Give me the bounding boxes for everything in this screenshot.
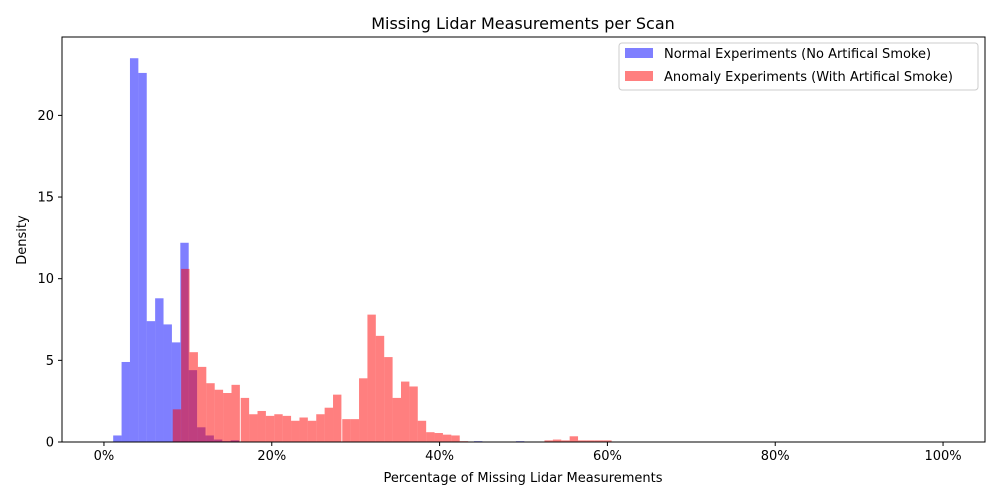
plot-frame bbox=[61, 36, 986, 443]
anomaly-bar bbox=[544, 440, 553, 442]
anomaly-bar bbox=[231, 384, 240, 442]
normal-bar bbox=[155, 298, 164, 442]
normal-bar bbox=[138, 72, 147, 442]
anomaly-bar bbox=[451, 435, 460, 442]
anomaly-bar bbox=[299, 417, 308, 442]
x-tick-label: 0% bbox=[94, 449, 115, 464]
x-tick-label: 100% bbox=[924, 449, 961, 464]
anomaly-bar bbox=[384, 357, 393, 442]
anomaly-bar bbox=[594, 440, 604, 442]
anomaly-bar bbox=[350, 419, 360, 442]
anomaly-bar bbox=[586, 440, 595, 442]
anomaly-bar bbox=[274, 414, 283, 442]
legend-swatch-normal bbox=[625, 48, 653, 58]
anomaly-bar bbox=[375, 335, 385, 442]
anomaly-bar bbox=[223, 393, 232, 442]
legend-frame bbox=[618, 42, 979, 91]
anomaly-bar bbox=[409, 386, 418, 442]
anomaly-bar bbox=[316, 414, 325, 442]
y-axis-label: Density bbox=[15, 215, 30, 265]
y-tick-label: 5 bbox=[46, 354, 54, 369]
anomaly-bar bbox=[291, 420, 300, 442]
x-tick-label: 40% bbox=[425, 449, 454, 464]
legend-swatch-anomaly bbox=[625, 71, 653, 81]
normal-bar bbox=[171, 342, 181, 442]
normal-bar bbox=[146, 321, 156, 442]
y-tick-label: 0 bbox=[46, 436, 54, 451]
normal-bar bbox=[129, 58, 139, 443]
anomaly-bar bbox=[307, 420, 317, 442]
anomaly-bar bbox=[189, 352, 198, 442]
anomaly-bar bbox=[392, 397, 401, 442]
anomaly-bar bbox=[417, 420, 427, 442]
anomaly-bar bbox=[333, 394, 342, 442]
bars-layer bbox=[113, 58, 612, 443]
anomaly-bar bbox=[342, 419, 351, 442]
anomaly-bar bbox=[442, 434, 452, 442]
anomaly-bar bbox=[324, 407, 334, 442]
anomaly-bar bbox=[434, 433, 443, 442]
anomaly-bar bbox=[603, 440, 612, 442]
anomaly-bar bbox=[282, 415, 292, 442]
anomaly-bar bbox=[578, 440, 587, 442]
anomaly-bar bbox=[206, 383, 215, 442]
anomaly-bar bbox=[359, 378, 368, 442]
legend-label-anomaly: Anomaly Experiments (With Artifical Smok… bbox=[664, 70, 953, 85]
x-tick-label: 20% bbox=[257, 449, 286, 464]
anomaly-bar bbox=[367, 314, 376, 442]
anomaly-bar bbox=[257, 410, 266, 442]
x-axis-label: Percentage of Missing Lidar Measurements bbox=[383, 471, 662, 486]
anomaly-bar bbox=[181, 268, 190, 442]
y-tick-label: 20 bbox=[37, 109, 54, 124]
anomaly-bar bbox=[569, 436, 579, 442]
normal-bar bbox=[163, 324, 172, 442]
anomaly-bar bbox=[426, 432, 435, 442]
anomaly-bar bbox=[172, 409, 182, 442]
y-axis: 0 5 10 15 20 bbox=[37, 109, 62, 451]
chart-title: Missing Lidar Measurements per Scan bbox=[371, 14, 675, 33]
anomaly-bar bbox=[197, 366, 207, 442]
x-tick-label: 80% bbox=[761, 449, 790, 464]
anomaly-bar bbox=[249, 414, 258, 442]
x-tick-label: 60% bbox=[593, 449, 622, 464]
y-tick-label: 10 bbox=[37, 272, 54, 287]
legend-label-normal: Normal Experiments (No Artifical Smoke) bbox=[664, 47, 931, 62]
anomaly-bar bbox=[552, 439, 562, 442]
anomaly-bar bbox=[214, 389, 224, 442]
legend: Normal Experiments (No Artifical Smoke) … bbox=[618, 42, 979, 91]
normal-bar bbox=[121, 361, 130, 442]
anomaly-bar bbox=[265, 415, 275, 442]
y-tick-label: 15 bbox=[37, 191, 54, 206]
anomaly-bar bbox=[561, 440, 570, 442]
anomaly-bar bbox=[400, 381, 410, 442]
x-axis: 0% 20% 40% 60% 80% 100% bbox=[94, 442, 962, 464]
anomaly-bar bbox=[240, 397, 250, 442]
normal-bar bbox=[113, 435, 122, 442]
